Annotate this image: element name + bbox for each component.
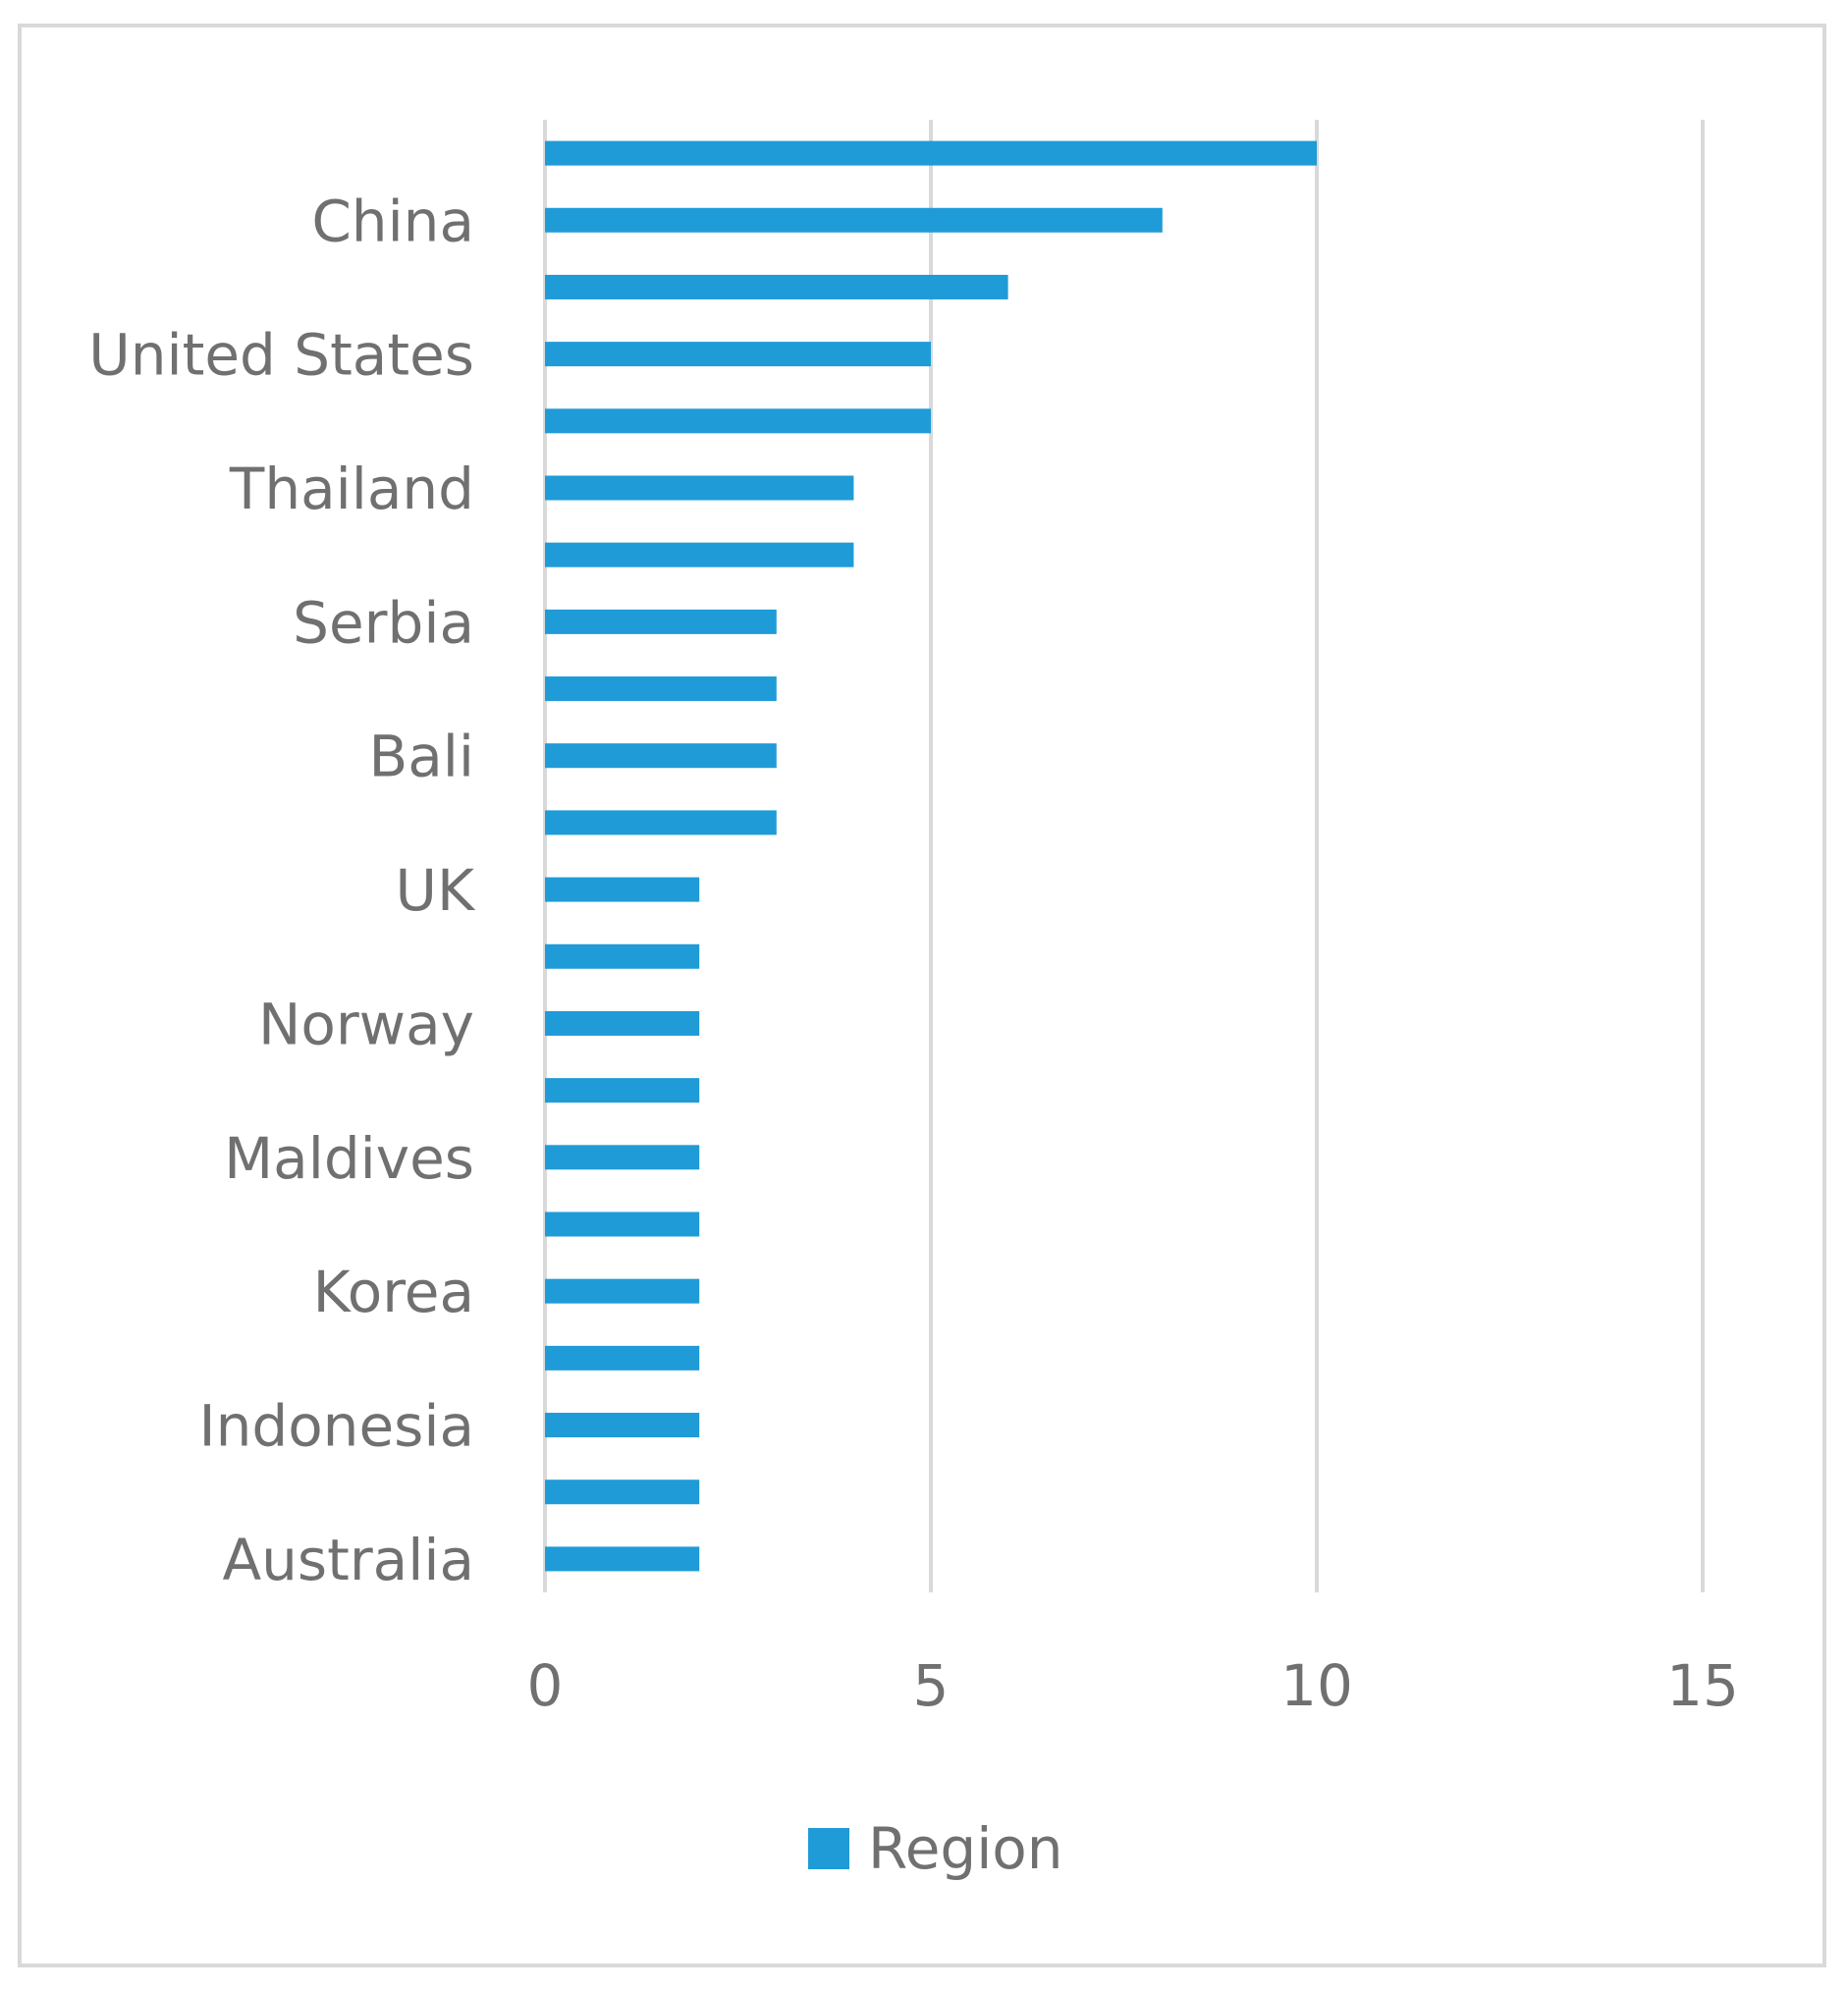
category-label: Serbia xyxy=(293,589,474,656)
category-label: China xyxy=(311,188,474,254)
category-label: Indonesia xyxy=(199,1393,474,1460)
category-label: Norway xyxy=(258,991,474,1057)
category-label: Korea xyxy=(313,1259,474,1325)
legend: Region xyxy=(808,1815,1063,1882)
bar xyxy=(545,1546,700,1572)
category-label: Australia xyxy=(222,1527,474,1593)
bar xyxy=(545,207,1163,233)
bar xyxy=(545,408,931,434)
bar xyxy=(545,676,777,702)
x-tick-label: 5 xyxy=(913,1652,950,1719)
bar xyxy=(545,342,931,367)
bar xyxy=(545,542,854,567)
bar xyxy=(545,1278,700,1304)
category-label: UK xyxy=(396,857,476,924)
category-label: United States xyxy=(88,322,474,389)
bar xyxy=(545,1010,700,1036)
bar xyxy=(545,743,777,769)
bar xyxy=(545,475,854,501)
bar xyxy=(545,609,777,634)
x-tick-label: 10 xyxy=(1280,1652,1353,1719)
bar xyxy=(545,943,700,969)
x-axis-tick-labels: 0 5 10 15 xyxy=(527,1652,1739,1719)
x-tick-label: 15 xyxy=(1666,1652,1739,1719)
bar xyxy=(545,274,1008,299)
category-labels: China United States Thailand Serbia Bali UK No… xyxy=(88,188,476,1593)
category-label: Thailand xyxy=(229,456,474,522)
bar xyxy=(545,1145,700,1170)
bars xyxy=(545,140,1317,1572)
legend-swatch xyxy=(808,1828,849,1869)
bar xyxy=(545,877,700,902)
bar xyxy=(545,810,777,835)
category-label: Bali xyxy=(368,724,474,790)
legend-label: Region xyxy=(868,1815,1063,1882)
bar xyxy=(545,1479,700,1505)
bar xyxy=(545,1413,700,1438)
bar xyxy=(545,140,1317,166)
bar xyxy=(545,1211,700,1237)
category-label: Maldives xyxy=(224,1125,474,1192)
grid-lines xyxy=(543,120,1705,1592)
bar xyxy=(545,1078,700,1103)
x-tick-label: 0 xyxy=(527,1652,564,1719)
bar xyxy=(545,1345,700,1371)
